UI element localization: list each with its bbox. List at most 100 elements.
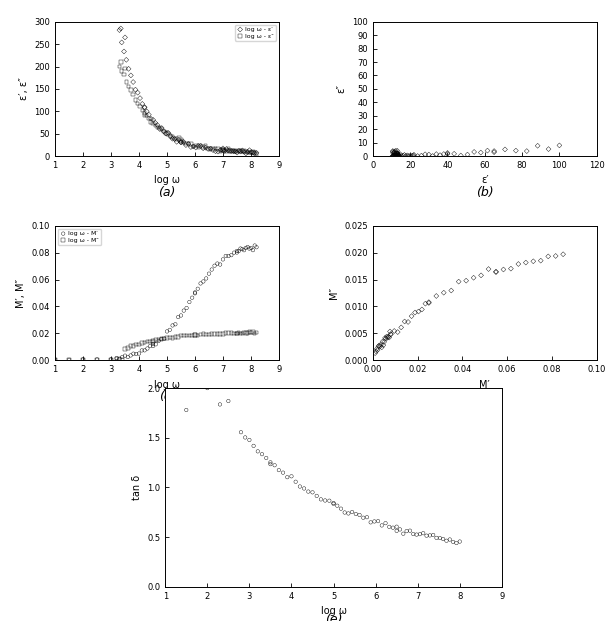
log ω - ε′ (191, 143, 201, 153)
Point (389, 147, 399, 157)
Point (392, 150, 402, 160)
log ω - ε′ (140, 102, 149, 112)
Point (489, 147, 499, 157)
log ω - M′ (252, 242, 261, 252)
log ω - M″ (154, 334, 163, 344)
log ω - ε′ (218, 143, 228, 153)
log ω - ε′ (152, 120, 162, 130)
log ω - ε′ (239, 147, 249, 157)
log ω - ε′ (119, 47, 129, 57)
log ω - M″ (179, 331, 188, 341)
Point (332, 501, 342, 510)
Point (445, 535, 455, 545)
log ω - M″ (114, 354, 124, 364)
log ω - ε″ (201, 141, 211, 151)
log ω - ε′ (181, 140, 191, 150)
log ω - ε″ (138, 106, 147, 116)
Point (390, 148, 400, 158)
log ω - ε′ (126, 70, 136, 80)
log ω - ε′ (142, 106, 152, 116)
Point (389, 151, 399, 161)
log ω - M′ (140, 345, 149, 355)
Point (483, 264, 493, 274)
Point (513, 259, 523, 269)
Point (476, 270, 486, 280)
log ω - ε′ (176, 137, 186, 147)
log ω - M″ (250, 329, 259, 338)
log ω - M′ (64, 355, 74, 365)
Point (336, 504, 346, 514)
Y-axis label: ε″: ε″ (337, 84, 347, 93)
log ω - M″ (129, 342, 138, 351)
log ω - M″ (223, 328, 233, 338)
Point (392, 148, 402, 158)
Point (392, 148, 401, 158)
log ω - M″ (230, 329, 239, 338)
log ω - ε′ (243, 147, 253, 156)
log ω - ε′ (218, 145, 228, 155)
Point (409, 150, 419, 160)
Point (388, 151, 398, 161)
log ω - ε″ (232, 147, 242, 156)
Point (388, 151, 398, 161)
Point (392, 151, 401, 161)
log ω - ε′ (241, 148, 251, 158)
Point (456, 150, 466, 160)
Point (405, 151, 415, 161)
log ω - M″ (134, 340, 144, 350)
Point (401, 526, 411, 536)
Point (324, 496, 334, 505)
Point (116, 24, 125, 34)
Point (391, 146, 401, 156)
Text: (b): (b) (476, 186, 494, 199)
log ω - M′ (132, 349, 141, 359)
log ω - M′ (221, 251, 231, 261)
log ω - M″ (132, 340, 141, 350)
Point (410, 307, 420, 317)
Point (393, 150, 403, 160)
log ω - ε″ (184, 138, 193, 148)
log ω - ε″ (172, 134, 182, 144)
log ω - ε″ (165, 131, 175, 141)
Point (417, 304, 427, 314)
log ω - M′ (148, 339, 158, 349)
log ω - ε′ (176, 137, 186, 147)
Point (402, 150, 412, 160)
log ω - M′ (210, 261, 220, 271)
log ω - ε′ (252, 148, 261, 158)
log ω - M″ (237, 329, 247, 338)
log ω - ε′ (220, 146, 230, 156)
log ω - ε″ (213, 144, 223, 154)
Point (278, 468, 288, 478)
Point (395, 149, 405, 159)
log ω - ε′ (155, 124, 165, 134)
log ω - ε′ (179, 137, 188, 147)
log ω - M′ (230, 248, 239, 258)
log ω - ε″ (140, 110, 149, 120)
Point (438, 534, 448, 544)
log ω - M′ (145, 341, 155, 351)
Point (373, 342, 383, 351)
log ω - ε′ (133, 88, 143, 97)
log ω - M″ (204, 330, 214, 340)
log ω - M″ (196, 330, 206, 340)
log ω - ε″ (193, 142, 203, 152)
Point (390, 147, 400, 156)
Point (453, 277, 463, 287)
Text: (c): (c) (159, 391, 175, 404)
log ω - ε″ (223, 144, 233, 154)
log ω - ε′ (151, 118, 160, 128)
log ω - M′ (198, 276, 208, 286)
Point (392, 151, 401, 161)
Point (431, 291, 441, 301)
log ω - M″ (171, 332, 181, 342)
Point (379, 337, 389, 347)
log ω - M′ (154, 336, 163, 346)
log ω - ε″ (218, 145, 228, 155)
log ω - ε′ (229, 147, 239, 156)
Legend: log ω - M′, log ω - M″: log ω - M′, log ω - M″ (58, 229, 101, 245)
Point (354, 510, 364, 520)
Point (409, 151, 419, 161)
log ω - M″ (212, 329, 222, 339)
Point (370, 348, 380, 358)
